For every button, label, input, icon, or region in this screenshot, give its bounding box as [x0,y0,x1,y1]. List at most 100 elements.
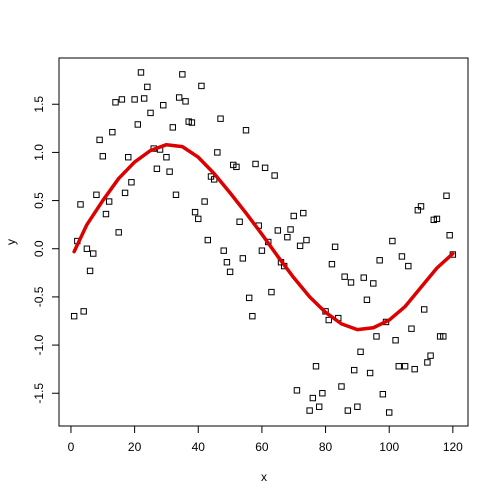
point [287,226,294,233]
point [271,172,278,179]
point [306,407,313,414]
point [398,253,406,260]
point [319,390,326,397]
point [226,268,234,276]
smooth-line [72,142,455,332]
y-axis-title: y [4,239,18,245]
point [290,212,297,220]
y-tick-label: 1.0 [32,144,46,161]
point [252,160,259,168]
x-tick-label: 0 [68,440,75,454]
point [347,279,355,286]
point [166,168,173,175]
point [328,260,336,268]
point [90,250,97,257]
point [312,363,320,370]
point [160,102,167,109]
point [363,296,371,304]
y-tick-label: -1.5 [32,383,46,404]
point [258,247,266,254]
y-tick-label: 0.5 [32,192,46,209]
y-tick-label: -0.5 [32,286,46,307]
point [112,99,119,106]
point [77,201,84,208]
point [147,109,154,117]
point [315,403,323,410]
point [341,273,348,280]
point [195,215,202,223]
point [99,153,106,160]
point [137,69,145,76]
point [411,365,418,373]
point [153,165,161,172]
point [405,262,412,270]
point [392,337,399,344]
point [331,243,339,251]
point [80,308,87,315]
point [274,227,282,234]
point [389,237,396,245]
point [261,164,269,172]
x-tick-label: 80 [319,440,333,454]
point [443,192,450,199]
point [179,71,186,78]
point [128,179,135,186]
point [70,312,78,320]
point [370,280,377,287]
point [360,274,367,281]
point [300,209,307,217]
point [169,124,177,131]
point [386,409,393,416]
point [134,121,141,128]
point [373,333,380,340]
point [239,255,247,262]
x-tick-label: 40 [192,440,206,454]
plot-box [58,57,469,427]
point [201,198,208,205]
point [204,236,212,244]
point [268,288,275,296]
x-tick-label: 20 [128,440,142,454]
point [293,387,301,394]
point [357,348,364,356]
point [249,312,256,320]
point [86,267,94,275]
point [354,403,361,410]
point [121,189,129,197]
y-tick-label: 0.0 [32,240,46,257]
x-tick-label: 120 [443,440,463,454]
point [105,198,113,205]
point [236,218,243,225]
point [376,257,383,264]
point [214,149,221,156]
point [131,96,138,103]
point [395,363,402,370]
point [198,82,205,90]
point [118,96,126,103]
point [366,369,374,377]
point [172,191,180,198]
x-tick-label: 100 [379,440,399,454]
point [433,215,441,223]
point [223,259,231,266]
point [83,245,91,252]
point [338,383,345,390]
point [446,232,453,239]
point [296,242,304,250]
point [401,363,409,370]
point [233,163,240,171]
point [102,210,110,218]
point [191,208,199,216]
point [96,136,103,144]
point [188,119,196,126]
point [309,394,317,402]
x-axis-title: x [261,470,267,484]
point [140,95,148,102]
point [417,203,425,210]
point [379,391,387,398]
point [217,115,224,122]
point [182,98,189,105]
point [144,83,151,91]
y-tick-label: 1.5 [32,96,46,113]
